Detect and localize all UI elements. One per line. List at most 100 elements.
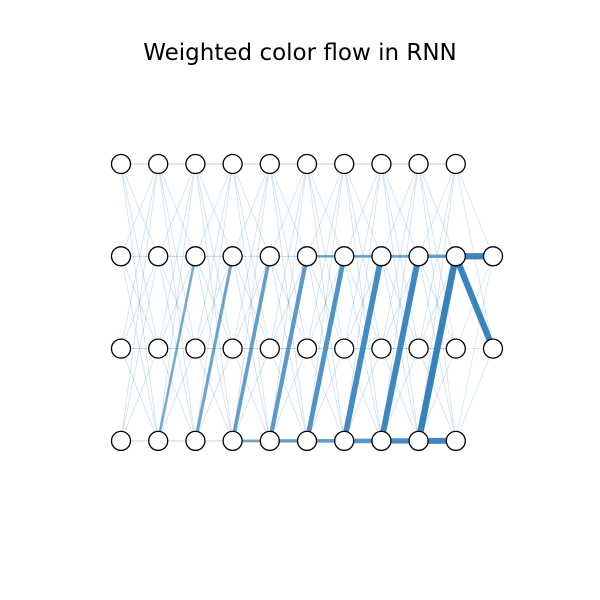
faint-edge <box>269 163 308 257</box>
faint-edge <box>380 256 420 349</box>
node <box>222 338 243 359</box>
node <box>371 430 392 452</box>
weighted-edge <box>267 255 310 442</box>
node <box>371 338 392 359</box>
faint-edge <box>120 348 159 442</box>
faint-edge <box>418 348 457 442</box>
weighted-edge <box>156 256 197 442</box>
node <box>334 153 355 175</box>
faint-edge <box>306 256 345 349</box>
node <box>222 153 243 175</box>
faint-edge <box>306 348 345 442</box>
faint-edge <box>232 348 271 442</box>
node <box>296 246 318 267</box>
faint-edge <box>232 163 271 349</box>
faint-edge <box>120 348 159 442</box>
faint-edge <box>343 348 382 442</box>
node <box>445 246 466 267</box>
edge-layer <box>120 163 496 444</box>
faint-edge <box>194 348 234 442</box>
faint-edge <box>418 163 457 257</box>
faint-edge <box>343 256 382 349</box>
node <box>222 430 243 452</box>
faint-edge <box>232 163 271 441</box>
faint-edge <box>194 163 234 441</box>
faint-edge <box>232 163 271 257</box>
faint-edge <box>343 163 382 257</box>
faint-edge <box>232 348 271 442</box>
node <box>222 246 243 267</box>
faint-edge <box>194 348 234 442</box>
weighted-edge <box>452 255 496 350</box>
faint-edge <box>269 163 308 441</box>
faint-edge <box>380 163 420 441</box>
faint-edge <box>418 163 457 257</box>
faint-edge <box>380 163 420 441</box>
weighted-edge <box>304 255 347 442</box>
node <box>148 430 169 452</box>
node <box>334 338 355 359</box>
faint-edge <box>120 256 159 441</box>
weighted-edge <box>193 255 235 442</box>
faint-edge <box>157 163 196 349</box>
faint-edge <box>306 163 345 257</box>
node-layer <box>110 153 504 452</box>
faint-edge <box>120 163 159 441</box>
faint-edge <box>157 163 196 349</box>
faint-edge <box>232 256 271 349</box>
faint-edge <box>232 256 271 349</box>
faint-edge <box>232 163 271 349</box>
faint-edge <box>306 163 345 441</box>
node <box>371 246 392 267</box>
faint-edge <box>232 163 271 257</box>
faint-edge <box>269 163 308 349</box>
node <box>185 430 206 452</box>
faint-edge <box>194 163 234 349</box>
faint-edge <box>194 163 234 349</box>
faint-edge <box>120 163 159 257</box>
node <box>296 430 318 452</box>
node <box>445 153 466 175</box>
node <box>148 246 169 267</box>
faint-edge <box>343 163 382 257</box>
node <box>110 153 132 175</box>
faint-edge <box>194 256 234 349</box>
weighted-edge <box>230 255 272 442</box>
faint-edge <box>380 348 420 442</box>
faint-edge <box>269 163 308 257</box>
faint-edge <box>380 163 420 257</box>
faint-edge <box>120 163 159 441</box>
faint-edge <box>232 163 271 441</box>
weighted-edge <box>415 255 459 442</box>
faint-edge <box>194 163 234 257</box>
node <box>334 246 355 267</box>
faint-edge <box>455 256 494 441</box>
node <box>408 246 429 267</box>
faint-edge <box>194 163 234 441</box>
faint-edge <box>343 256 382 349</box>
node <box>110 338 132 359</box>
faint-edge <box>269 163 308 441</box>
faint-edge <box>157 163 196 257</box>
faint-edge <box>380 348 420 442</box>
node <box>408 153 429 175</box>
faint-edge <box>157 163 196 441</box>
faint-edge <box>269 256 308 349</box>
node <box>110 430 132 452</box>
node <box>259 338 280 359</box>
node <box>445 338 466 359</box>
faint-edge <box>455 348 494 442</box>
weighted-edge <box>341 255 385 442</box>
node <box>185 246 206 267</box>
node <box>185 338 206 359</box>
node <box>148 338 169 359</box>
faint-edge <box>120 256 159 349</box>
faint-edge <box>269 348 308 442</box>
node <box>185 153 206 175</box>
faint-edge <box>120 256 159 349</box>
node <box>296 338 318 359</box>
node <box>296 153 318 175</box>
faint-edge <box>157 348 196 442</box>
node <box>482 338 504 359</box>
faint-edge <box>306 163 345 441</box>
